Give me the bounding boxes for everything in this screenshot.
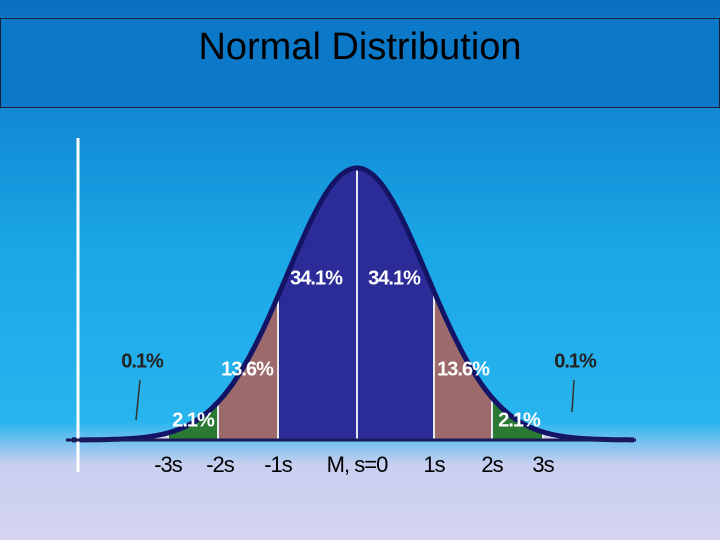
region-label: 2.1%	[172, 409, 215, 431]
region-label: 34.1%	[368, 267, 421, 289]
axis-label: -1s	[264, 452, 293, 477]
region-label: 13.6%	[221, 358, 274, 380]
axis-label: M, s=0	[327, 452, 388, 477]
region-label: 13.6%	[437, 358, 490, 380]
axis-label: 2s	[481, 452, 503, 477]
leader-line	[571, 379, 575, 413]
title-box	[0, 18, 720, 108]
region-label: 0.1%	[121, 350, 164, 372]
region	[357, 168, 434, 440]
axis-label: 1s	[423, 452, 445, 477]
region	[278, 168, 357, 440]
curve-regions	[72, 165, 634, 443]
axis-label: -2s	[206, 452, 235, 477]
region-label: 34.1%	[290, 267, 343, 289]
axis-label: -3s	[154, 452, 183, 477]
curve	[72, 165, 634, 443]
leader-line	[135, 379, 141, 421]
region-label: 2.1%	[498, 409, 541, 431]
axis-label: 3s	[532, 452, 554, 477]
region-label: 0.1%	[554, 350, 597, 372]
title: Normal Distribution	[198, 26, 521, 68]
